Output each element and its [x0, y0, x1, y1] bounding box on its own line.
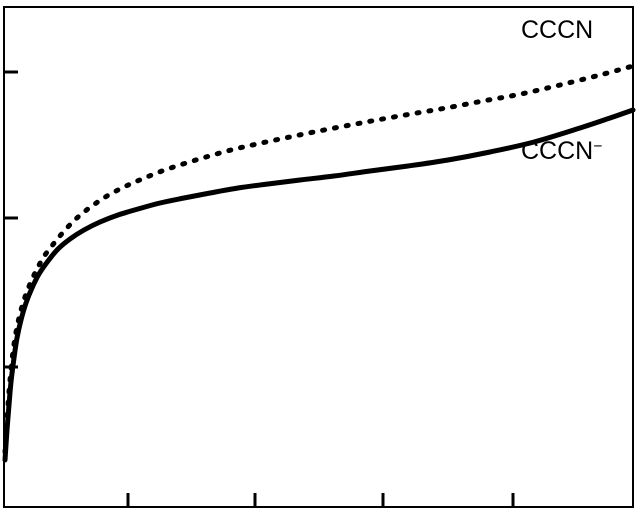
curve-label-cccn-anion: CCCN− [521, 139, 602, 164]
series-line-cccn-anion [2, 107, 636, 463]
x-axis-ticks [126, 493, 515, 507]
plot-frame [3, 6, 634, 508]
superscript-minus-icon: − [593, 138, 603, 155]
curve-label-cccn-anion-text: CCCN [521, 137, 594, 166]
curve-label-cccn: CCCN [521, 18, 593, 43]
curve-label-cccn-text: CCCN [521, 16, 594, 44]
